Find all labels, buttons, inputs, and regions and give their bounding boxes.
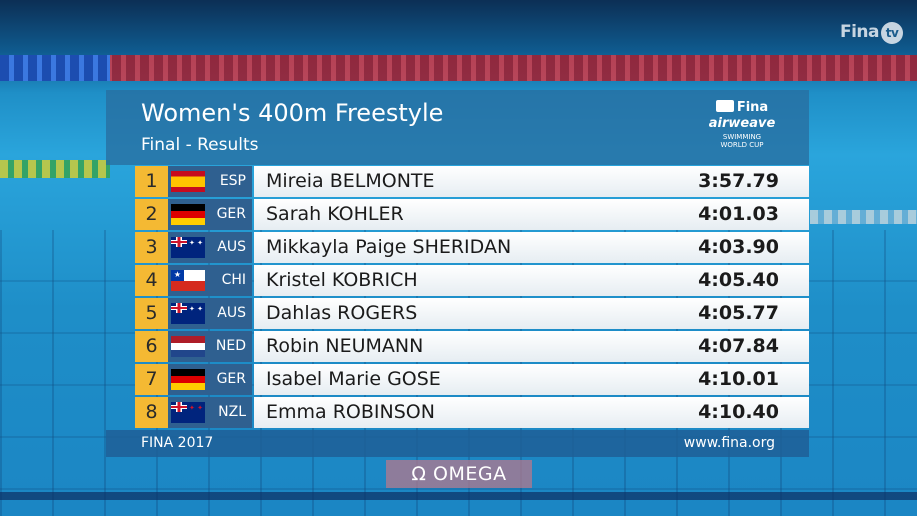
country-cell: ESP [168, 166, 252, 197]
footer-website: www.fina.org [683, 435, 775, 451]
results-board: Women's 400m Freestyle Final - Results F… [106, 90, 809, 457]
athlete-cell: Kristel KOBRICH 4:05.40 [254, 265, 809, 296]
country-cell: NED [168, 331, 252, 362]
athlete-name: Isabel Marie GOSE [266, 368, 441, 390]
country-code: ESP [219, 173, 246, 189]
country-cell: GER [168, 364, 252, 395]
event-subtitle: Final - Results [141, 135, 259, 155]
chile-flag-icon [171, 270, 205, 291]
country-code: CHI [221, 272, 246, 288]
result-time: 4:10.40 [698, 401, 779, 423]
rank-badge: 5 [135, 298, 168, 329]
sponsor-world-cup: SWIMMING WORLD CUP [707, 133, 777, 149]
rank-badge: 2 [135, 199, 168, 230]
athlete-cell: Dahlas ROGERS 4:05.77 [254, 298, 809, 329]
lane-rope [810, 210, 917, 224]
fina-tv-logo-text: Fina [839, 22, 880, 42]
athlete-cell: Mireia BELMONTE 3:57.79 [254, 166, 809, 197]
athlete-name: Mireia BELMONTE [266, 170, 435, 192]
result-row: 2 GER Sarah KOHLER 4:01.03 [106, 199, 809, 230]
board-header: Women's 400m Freestyle Final - Results F… [106, 90, 809, 165]
board-footer: FINA 2017 www.fina.org [106, 430, 809, 457]
result-row: 5 AUS Dahlas ROGERS 4:05.77 [106, 298, 809, 329]
result-time: 4:03.90 [698, 236, 779, 258]
germany-flag-icon [171, 204, 205, 225]
country-cell: AUS [168, 298, 252, 329]
germany-flag-icon [171, 369, 205, 390]
results-list: 1 ESP Mireia BELMONTE 3:57.79 2 GER Sara… [106, 166, 809, 430]
country-code: GER [216, 371, 246, 387]
athlete-cell: Robin NEUMANN 4:07.84 [254, 331, 809, 362]
omega-logo: Ω OMEGA [386, 460, 532, 488]
australia-flag-icon [171, 237, 205, 258]
pool-floor-line [0, 492, 917, 500]
sponsor-airweave: airweave [708, 116, 776, 131]
country-code: AUS [217, 305, 246, 321]
athlete-name: Kristel KOBRICH [266, 269, 418, 291]
spain-flag-icon [171, 171, 205, 192]
rank-badge: 4 [135, 265, 168, 296]
result-time: 3:57.79 [698, 170, 779, 192]
athlete-name: Emma ROBINSON [266, 401, 435, 423]
athlete-cell: Emma ROBINSON 4:10.40 [254, 397, 809, 428]
fina-tv-logo: Fina tv [840, 22, 903, 44]
new-zealand-flag-icon [171, 402, 205, 423]
rank-badge: 6 [135, 331, 168, 362]
omega-name: OMEGA [433, 463, 507, 485]
athlete-name: Mikkayla Paige SHERIDAN [266, 236, 512, 258]
sponsor-world-cup-line1: SWIMMING [722, 133, 762, 141]
result-row: 7 GER Isabel Marie GOSE 4:10.01 [106, 364, 809, 395]
sponsor-world-cup-line2: WORLD CUP [720, 141, 764, 149]
netherlands-flag-icon [171, 336, 205, 357]
result-time: 4:07.84 [698, 335, 779, 357]
country-cell: AUS [168, 232, 252, 263]
result-row: 8 NZL Emma ROBINSON 4:10.40 [106, 397, 809, 428]
sponsor-fina: Fina [707, 100, 777, 115]
result-row: 4 CHI Kristel KOBRICH 4:05.40 [106, 265, 809, 296]
event-title: Women's 400m Freestyle [141, 99, 444, 127]
result-time: 4:10.01 [698, 368, 779, 390]
lane-rope [0, 55, 917, 81]
result-time: 4:05.77 [698, 302, 779, 324]
result-row: 1 ESP Mireia BELMONTE 3:57.79 [106, 166, 809, 197]
fina-tv-logo-badge: tv [881, 22, 903, 44]
lane-rope [0, 160, 110, 178]
result-time: 4:05.40 [698, 269, 779, 291]
rank-badge: 1 [135, 166, 168, 197]
country-code: NZL [218, 404, 246, 420]
athlete-cell: Sarah KOHLER 4:01.03 [254, 199, 809, 230]
australia-flag-icon [171, 303, 205, 324]
country-code: NED [215, 338, 246, 354]
footer-event-year: FINA 2017 [141, 435, 214, 451]
sponsor-logo: Fina airweave SWIMMING WORLD CUP [707, 100, 777, 149]
country-code: GER [216, 206, 246, 222]
omega-symbol-icon: Ω [411, 463, 427, 485]
athlete-cell: Isabel Marie GOSE 4:10.01 [254, 364, 809, 395]
athlete-name: Dahlas ROGERS [266, 302, 418, 324]
athlete-name: Sarah KOHLER [266, 203, 404, 225]
rank-badge: 3 [135, 232, 168, 263]
country-cell: NZL [168, 397, 252, 428]
athlete-cell: Mikkayla Paige SHERIDAN 4:03.90 [254, 232, 809, 263]
country-cell: CHI [168, 265, 252, 296]
country-cell: GER [168, 199, 252, 230]
rank-badge: 7 [135, 364, 168, 395]
result-row: 6 NED Robin NEUMANN 4:07.84 [106, 331, 809, 362]
result-time: 4:01.03 [698, 203, 779, 225]
rank-badge: 8 [135, 397, 168, 428]
athlete-name: Robin NEUMANN [266, 335, 424, 357]
result-row: 3 AUS Mikkayla Paige SHERIDAN 4:03.90 [106, 232, 809, 263]
lane-rope [0, 55, 110, 81]
country-code: AUS [217, 239, 246, 255]
